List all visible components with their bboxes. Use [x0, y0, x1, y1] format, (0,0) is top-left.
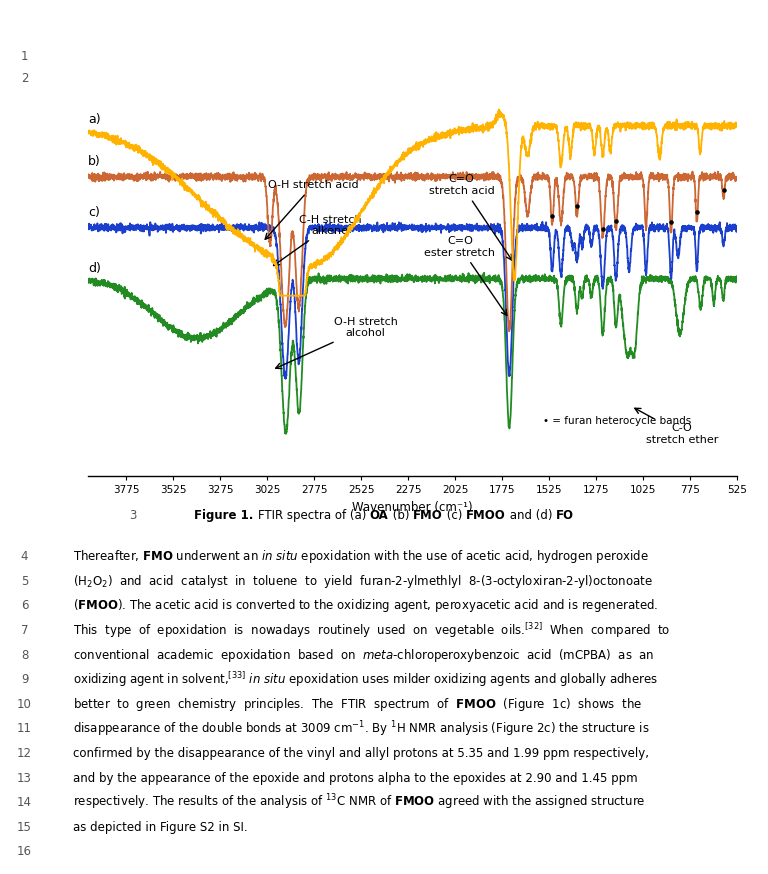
Text: (b): (b) — [389, 510, 413, 522]
Text: 1: 1 — [21, 51, 28, 63]
Text: FO: FO — [556, 510, 574, 522]
Text: and (d): and (d) — [505, 510, 556, 522]
Text: 6: 6 — [21, 600, 28, 613]
Text: better  to  green  chemistry  principles.  The  FTIR  spectrum  of  $\mathbf{FMO: better to green chemistry principles. Th… — [73, 696, 642, 713]
Text: FMO: FMO — [413, 510, 442, 522]
Text: 14: 14 — [17, 796, 32, 809]
Text: 11: 11 — [17, 722, 32, 735]
Text: 8: 8 — [21, 649, 28, 662]
X-axis label: Wavenumber (cm⁻¹): Wavenumber (cm⁻¹) — [353, 501, 473, 514]
Text: oxidizing agent in solvent,$^{[33]}$ $\it{in\ situ}$ epoxidation uses milder oxi: oxidizing agent in solvent,$^{[33]}$ $\i… — [73, 670, 658, 689]
Text: 2: 2 — [21, 73, 28, 85]
Text: a): a) — [88, 114, 101, 127]
Text: 9: 9 — [21, 673, 28, 686]
Text: O-H stretch
alcohol: O-H stretch alcohol — [276, 316, 398, 369]
Text: C=O
ester stretch: C=O ester stretch — [425, 236, 507, 316]
Text: Figure 1.: Figure 1. — [194, 510, 258, 522]
Text: 3: 3 — [129, 510, 137, 522]
Text: d): d) — [88, 261, 101, 274]
Text: FTIR spectra of (a): FTIR spectra of (a) — [258, 510, 370, 522]
Text: conventional  academic  epoxidation  based  on  $\it{meta}$-chloroperoxybenzoic : conventional academic epoxidation based … — [73, 647, 654, 663]
Text: 15: 15 — [17, 821, 32, 834]
Text: 5: 5 — [21, 575, 28, 587]
Text: respectively. The results of the analysis of $^{13}$C NMR of $\mathbf{FMOO}$ agr: respectively. The results of the analysi… — [73, 793, 645, 813]
Text: C-H stretch
alkene: C-H stretch alkene — [273, 215, 362, 266]
Text: 10: 10 — [17, 697, 32, 711]
Text: c): c) — [88, 206, 100, 219]
Text: C=O
stretch acid: C=O stretch acid — [429, 175, 512, 260]
Text: ($\mathbf{FMOO}$). The acetic acid is converted to the oxidizing agent, peroxyac: ($\mathbf{FMOO}$). The acetic acid is co… — [73, 597, 658, 614]
Text: • = furan heterocycle bands: • = furan heterocycle bands — [543, 416, 691, 426]
Text: 7: 7 — [21, 624, 28, 637]
Text: 4: 4 — [21, 550, 28, 563]
Text: (H$_2$O$_2$)  and  acid  catalyst  in  toluene  to  yield  furan-2-ylmethlyl  8-: (H$_2$O$_2$) and acid catalyst in toluen… — [73, 572, 653, 590]
Text: 12: 12 — [17, 747, 32, 760]
Text: Thereafter, $\mathbf{FMO}$ underwent an $\it{in\ situ}$ epoxidation with the use: Thereafter, $\mathbf{FMO}$ underwent an … — [73, 548, 649, 565]
Text: b): b) — [88, 156, 101, 168]
Text: as depicted in Figure S2 in SI.: as depicted in Figure S2 in SI. — [73, 821, 247, 834]
Text: FMOO: FMOO — [465, 510, 505, 522]
Text: OA: OA — [370, 510, 389, 522]
Text: O-H stretch acid: O-H stretch acid — [265, 180, 359, 239]
Text: (c): (c) — [442, 510, 465, 522]
Text: 16: 16 — [17, 845, 32, 858]
Text: confirmed by the disappearance of the vinyl and allyl protons at 5.35 and 1.99 p: confirmed by the disappearance of the vi… — [73, 747, 649, 760]
Text: This  type  of  epoxidation  is  nowadays  routinely  used  on  vegetable  oils.: This type of epoxidation is nowadays rou… — [73, 621, 670, 640]
Text: disappearance of the double bonds at 3009 cm$^{-1}$. By $^1$H NMR analysis (Figu: disappearance of the double bonds at 300… — [73, 719, 650, 739]
Text: and by the appearance of the epoxide and protons alpha to the epoxides at 2.90 a: and by the appearance of the epoxide and… — [73, 772, 637, 785]
Text: 13: 13 — [17, 772, 32, 785]
Text: C-O
stretch ether: C-O stretch ether — [635, 408, 718, 445]
